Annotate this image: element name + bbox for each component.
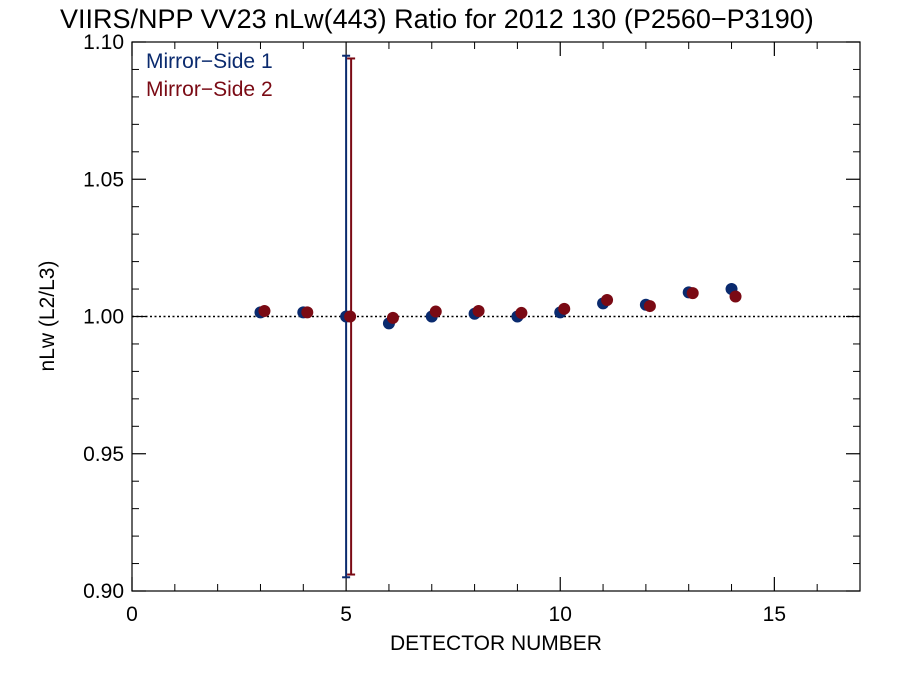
legend-entry-mirror-side-2: Mirror−Side 2: [146, 78, 273, 101]
data-point: [429, 305, 442, 318]
data-point: [643, 300, 656, 313]
y-tick-label: 1.00: [83, 306, 124, 329]
data-point: [472, 305, 485, 318]
data-point: [344, 310, 357, 323]
data-point: [301, 306, 314, 319]
x-axis-label: DETECTOR NUMBER: [390, 632, 602, 655]
data-point: [686, 287, 699, 300]
y-tick-label: 0.95: [83, 443, 124, 466]
legend-entry-mirror-side-1: Mirror−Side 1: [146, 50, 273, 73]
data-point: [729, 290, 742, 303]
data-point: [386, 311, 399, 324]
y-axis-label: nLw (L2/L3): [36, 261, 59, 372]
data-points: [254, 283, 742, 330]
data-point: [601, 294, 614, 307]
chart-title: VIIRS/NPP VV23 nLw(443) Ratio for 2012 1…: [60, 4, 814, 34]
y-tick-label: 1.05: [83, 168, 124, 191]
x-tick-label: 5: [340, 603, 352, 626]
data-point: [558, 302, 571, 315]
axis-ticks: 0 5 10 15 0.90 0.95 1.00 1.05 1.10: [83, 31, 860, 626]
x-tick-label: 10: [549, 603, 572, 626]
y-tick-label: 0.90: [83, 580, 124, 603]
x-tick-label: 15: [763, 603, 786, 626]
y-tick-label: 1.10: [83, 31, 124, 54]
data-point: [258, 305, 271, 318]
x-tick-label: 0: [126, 603, 138, 626]
data-point: [515, 306, 528, 319]
